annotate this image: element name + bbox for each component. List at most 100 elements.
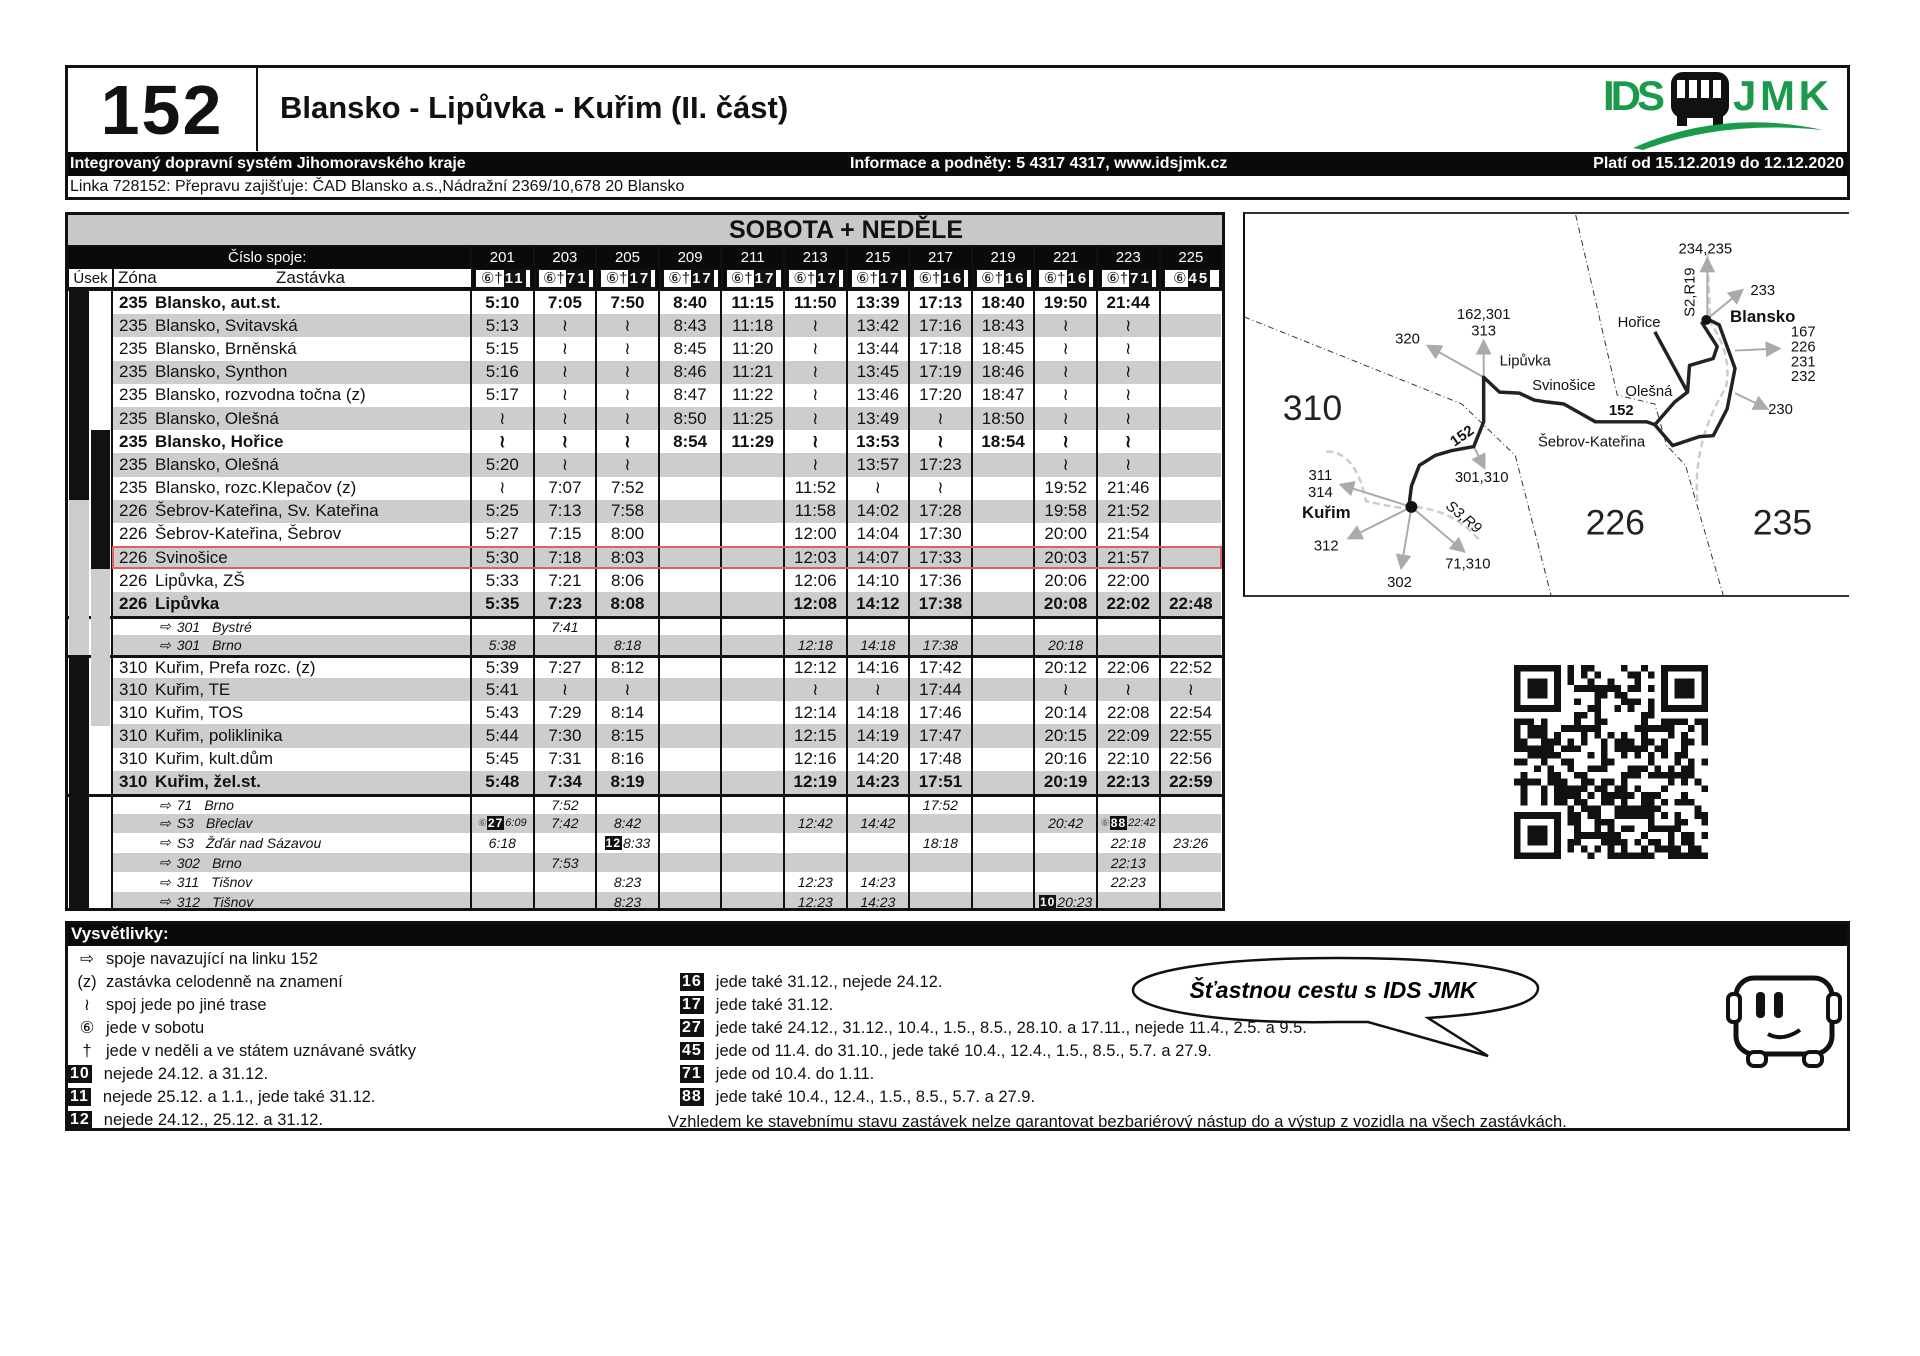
other-route-icon: ≀ [1033, 314, 1096, 338]
zone-number: 226 [119, 594, 148, 614]
trip-number: 219 [970, 247, 1034, 268]
time-cell: 23:26 [1158, 833, 1222, 853]
stop-cell: ⇨ 301 Bystré [111, 618, 470, 636]
time-cell [970, 499, 1034, 523]
other-route-icon: ≀ [1033, 453, 1096, 477]
time-cell: 17:16 [908, 314, 971, 338]
stop-row: 235 Blansko, rozvodna točna (z) 5:17 ≀ ≀ 8:47… [68, 383, 1222, 407]
time-cell: 17:23 [908, 453, 971, 477]
route-map: 310 226 235 Blansko Hořice Lipůvka Svino… [1243, 212, 1849, 597]
time-cell: 20:15 [1033, 724, 1096, 748]
saturday-icon: ⑥ [1100, 817, 1110, 829]
slogan: Šťastnou cestu s IDS JMK [1189, 976, 1477, 1003]
note-badge: 71 [1129, 269, 1152, 287]
other-route-icon: ≀ [782, 360, 846, 384]
time-cell: 8:18 [595, 635, 658, 655]
time-cell: 22:18 [1095, 833, 1159, 853]
other-route-icon: ≀ [532, 453, 596, 477]
trip-code-cell: ⑥† 16 [1034, 268, 1097, 288]
legend-item: 16 jede také 31.12., nejede 24.12. [680, 971, 942, 993]
day-symbols: ⑥† [730, 270, 753, 287]
time-cell: 21:54 [1095, 522, 1159, 547]
stop-row: 310 Kuřim, poliklinika 5:44 7:30 8:15 12:15 14… [68, 724, 1222, 748]
time-cell: 8:23 [595, 891, 658, 908]
trip-code: ⑥† 17 [725, 268, 782, 288]
time-cell [1158, 476, 1222, 500]
accessibility-note: Vzhledem ke stavebnímu stavu zastávek ne… [668, 1112, 1567, 1131]
time-cell: 14:10 [845, 569, 909, 593]
column-header-row: Úsek Zóna Zastávka ⑥† 11 ⑥† 71 ⑥† 17 ⑥† 17 ⑥† 17 ⑥… [68, 268, 1222, 291]
time-cell: 7:31 [532, 747, 596, 771]
stop-row: 226 Šebrov-Kateřina, Sv. Kateřina 5:25 7:13… [68, 499, 1222, 523]
note-badge: 16 [941, 269, 965, 287]
time-cell [970, 852, 1034, 873]
time-cell: 22:23 [1095, 872, 1159, 892]
time-cell: 8:15 [595, 724, 658, 748]
other-route-icon: ≀ [470, 476, 533, 500]
time-cell: 8:40 [657, 291, 721, 315]
time-cell: 22:06 [1095, 657, 1159, 678]
time-cell: 7:52 [595, 476, 658, 500]
time-cell: 22:56 [1158, 747, 1222, 771]
connection-destination: Břeclav [205, 815, 253, 832]
time-cell [1033, 796, 1096, 814]
time-cell: 12:23 [782, 891, 846, 908]
time-cell [720, 569, 783, 593]
stop-row: 310 Kuřim, kult.dům 5:45 7:31 8:16 12:16 14:20… [68, 747, 1222, 771]
other-route-icon: ≀ [1095, 430, 1159, 454]
time-cell: 8:19 [595, 770, 658, 794]
other-route-icon: ≀ [532, 678, 596, 702]
stop-row: 310 Kuřim, Prefa rozc. (z) 5:39 7:27 8:12 12:… [68, 654, 1222, 678]
svg-text:JMK: JMK [1733, 72, 1829, 119]
stop-row: 226 Lipůvka, ZŠ 5:33 7:21 8:06 12:06 14:10 17:3… [68, 569, 1222, 593]
stop-cell: 310 Kuřim, TOS [111, 701, 470, 725]
day-symbols: ⑥† [668, 270, 691, 287]
trip-code-cell: ⑥ 45 [1159, 268, 1222, 288]
contact-info: Informace a podněty: 5 4317 4317, www.id… [850, 155, 1228, 172]
stop-cell: 235 Blansko, rozc.Klepačov (z) [111, 476, 470, 500]
time-cell: 5:35 [470, 592, 533, 616]
time-cell: 17:48 [908, 747, 971, 771]
time-cell [970, 569, 1034, 593]
zone-number: 310 [119, 657, 148, 677]
time-cell [845, 618, 909, 636]
trip-number: 201 [470, 247, 533, 268]
time-cell: 13:46 [845, 383, 909, 407]
time-cell [1158, 796, 1222, 814]
stop-name: Blansko, Svitavská [155, 315, 298, 335]
zone-number: 235 [119, 338, 148, 358]
time-cell [720, 522, 783, 547]
time-cell: 12:00 [782, 522, 846, 547]
qr-code[interactable] [1514, 661, 1708, 863]
legend-text: jede také 31.12., nejede 24.12. [715, 972, 943, 991]
note-badge: 88 [1109, 816, 1128, 831]
trip-code-cell: ⑥† 17 [846, 268, 909, 288]
time-cell: 12:18 [782, 635, 846, 655]
time-cell [720, 833, 783, 853]
saturday-icon: ⑥ [477, 817, 487, 829]
time-cell: 18:45 [970, 337, 1034, 361]
time-cell [1158, 891, 1222, 908]
time-cell [1158, 546, 1222, 570]
other-route-icon: ≀ [532, 406, 596, 431]
time-cell: 11:29 [720, 430, 783, 454]
zone-header: Zóna [118, 269, 157, 287]
trip-code: ⑥† 16 [1038, 268, 1095, 288]
stop-row: 310 Kuřim, TOS 5:43 7:29 8:14 12:14 14:18 17:46… [68, 701, 1222, 725]
time-cell [970, 546, 1034, 570]
time-cell [657, 796, 721, 814]
other-route-icon: ≀ [595, 430, 658, 454]
time-cell: 7:29 [532, 701, 596, 725]
other-route-icon: ≀ [470, 430, 533, 454]
legend-symbol-icon: ⑥ [79, 1019, 95, 1037]
note-badge: 27 [486, 816, 505, 831]
time-cell: 19:58 [1033, 499, 1096, 523]
connection-line: 301 [176, 618, 201, 635]
stop-name: Kuřim, poliklinika [155, 725, 283, 745]
trip-code-cell: ⑥† 16 [909, 268, 972, 288]
other-route-icon: ≀ [595, 337, 658, 361]
time-cell: 13:39 [845, 291, 909, 315]
time-cell: 5:48 [470, 770, 533, 794]
time-cell [845, 796, 909, 814]
time-cell: 22:48 [1158, 592, 1222, 616]
